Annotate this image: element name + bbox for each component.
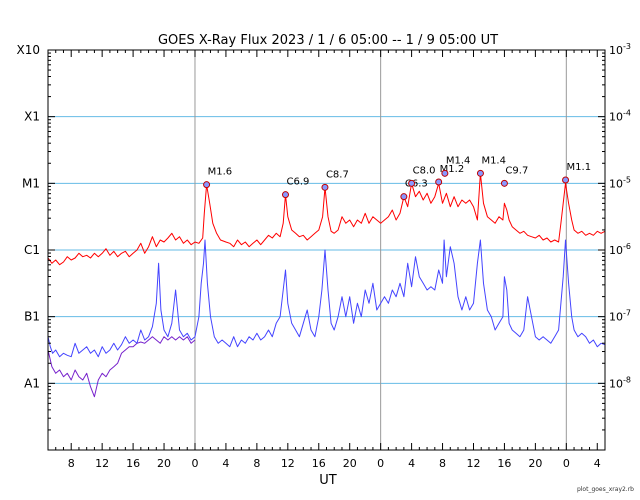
y-label-C1: C1 [24, 243, 40, 257]
y-label-M1: M1 [22, 176, 40, 190]
chart-title: GOES X-Ray Flux 2023 / 1 / 6 05:00 -- 1 … [158, 33, 498, 48]
x-tick-label: 8 [253, 457, 260, 470]
y-label-B1: B1 [24, 310, 40, 324]
x-tick-label: 4 [408, 457, 415, 470]
x-tick-label: 16 [312, 457, 326, 470]
y-label-X10: X10 [17, 43, 41, 57]
x-tick-label: 12 [466, 457, 480, 470]
y-label-X1: X1 [24, 110, 40, 124]
flare-annotations: M1.6C6.9C8.7C6.3C8.0 M1.2M1.4 M1.4C9.7 M1.1 [203, 155, 592, 201]
x-tick-label: 8 [439, 457, 446, 470]
flare-marker [476, 169, 484, 177]
x-tick-label: 12 [281, 457, 295, 470]
x-tick-label: 4 [222, 457, 229, 470]
y-right-label: 10-3 [609, 42, 631, 57]
y-right-label: 10-4 [609, 109, 631, 124]
y-right-label: 10-5 [609, 175, 631, 190]
flare-label: M1.6 [208, 167, 233, 178]
flare-marker [408, 179, 416, 187]
flare-marker [500, 179, 508, 187]
flare-marker [203, 181, 211, 189]
flare-label: C6.9 [286, 177, 309, 188]
y-right-label: 10-6 [609, 242, 631, 257]
y-right-label: 10-8 [609, 375, 631, 390]
flare-marker [400, 193, 408, 201]
x-tick-label: 20 [343, 457, 357, 470]
x-tick-label: 20 [528, 457, 542, 470]
y-right-label: 10-7 [609, 309, 631, 324]
series-line-2 [47, 336, 196, 398]
plot-frame [47, 49, 606, 451]
flare-label: M1.4 [481, 155, 506, 166]
y-label-A1: A1 [24, 376, 40, 390]
x-tick-label: 16 [126, 457, 140, 470]
x-tick-label: 12 [95, 457, 109, 470]
x-axis-label: UT [319, 473, 337, 488]
flare-label: C6.3 [405, 179, 428, 190]
flare-label: C9.7 [505, 165, 528, 176]
flare-label: M1.2 [440, 164, 465, 175]
x-tick-label: 16 [497, 457, 511, 470]
flare-label: C8.7 [326, 169, 349, 180]
x-tick-label: 0 [191, 457, 198, 470]
x-tick-label: 4 [594, 457, 601, 470]
series-line-1 [47, 239, 606, 358]
x-tick-label: 20 [157, 457, 171, 470]
flare-label: M1.4 [446, 155, 471, 166]
flare-marker [562, 176, 570, 184]
flare-marker [321, 183, 329, 191]
credit-text: plot_goes_xray2.rb [577, 486, 634, 493]
x-tick-label: 0 [377, 457, 384, 470]
flare-marker [435, 178, 443, 186]
x-tick-label: 0 [563, 457, 570, 470]
series-line-0 [47, 172, 606, 266]
flare-label: M1.1 [567, 162, 592, 173]
flux-series [47, 172, 606, 398]
flare-marker [441, 169, 449, 177]
chart-grid [48, 50, 605, 450]
x-tick-label: 8 [68, 457, 75, 470]
flare-marker [281, 191, 289, 199]
chart-axes: A1 B1 C1 M1 X1 X10 10-8 10-7 10-6 10-5 10-4 10-3 8 12… [17, 42, 631, 470]
flare-label: C8.0 [413, 165, 436, 176]
